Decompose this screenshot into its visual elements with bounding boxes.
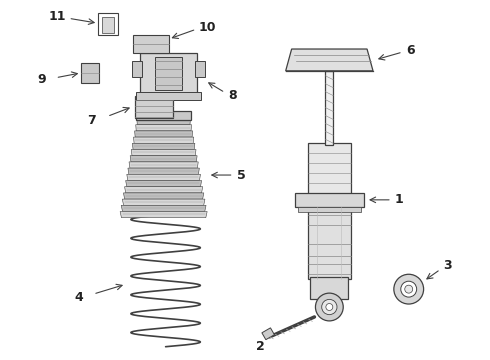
Ellipse shape bbox=[326, 303, 333, 310]
Bar bbox=[132, 61, 142, 77]
Polygon shape bbox=[131, 149, 196, 156]
Text: 1: 1 bbox=[395, 193, 404, 206]
FancyBboxPatch shape bbox=[98, 13, 118, 35]
Bar bbox=[135, 96, 172, 118]
Text: 9: 9 bbox=[37, 73, 46, 86]
Bar bbox=[297, 207, 361, 212]
Polygon shape bbox=[135, 131, 193, 137]
Polygon shape bbox=[127, 174, 200, 180]
Polygon shape bbox=[125, 180, 201, 187]
Polygon shape bbox=[124, 187, 203, 193]
Text: 2: 2 bbox=[255, 340, 264, 353]
Polygon shape bbox=[122, 199, 205, 205]
Ellipse shape bbox=[322, 300, 337, 315]
Polygon shape bbox=[137, 118, 191, 125]
Ellipse shape bbox=[401, 281, 416, 297]
Polygon shape bbox=[129, 162, 198, 168]
Text: 4: 4 bbox=[75, 291, 84, 303]
Bar bbox=[308, 207, 351, 279]
Text: 7: 7 bbox=[87, 114, 96, 127]
Polygon shape bbox=[130, 156, 197, 162]
Polygon shape bbox=[120, 212, 207, 218]
Ellipse shape bbox=[405, 285, 413, 293]
Polygon shape bbox=[123, 193, 204, 199]
Bar bbox=[308, 143, 351, 195]
Bar bbox=[262, 328, 274, 340]
Text: 5: 5 bbox=[237, 168, 245, 181]
Polygon shape bbox=[128, 168, 199, 174]
Polygon shape bbox=[132, 143, 195, 149]
Polygon shape bbox=[136, 125, 192, 131]
Text: 8: 8 bbox=[228, 89, 237, 102]
Bar bbox=[311, 277, 348, 299]
Bar bbox=[102, 17, 114, 33]
Text: 11: 11 bbox=[49, 10, 66, 23]
Bar bbox=[133, 35, 169, 53]
Polygon shape bbox=[133, 137, 194, 143]
Bar bbox=[136, 111, 192, 121]
Bar bbox=[325, 71, 333, 145]
Text: 3: 3 bbox=[443, 259, 452, 272]
Polygon shape bbox=[286, 49, 373, 71]
Bar bbox=[81, 63, 99, 83]
Bar bbox=[294, 193, 364, 207]
Bar bbox=[155, 57, 182, 90]
Text: 10: 10 bbox=[198, 21, 216, 34]
Text: 6: 6 bbox=[406, 44, 415, 57]
Bar bbox=[136, 92, 201, 100]
Bar bbox=[140, 53, 197, 94]
Bar bbox=[196, 61, 205, 77]
Ellipse shape bbox=[394, 274, 424, 304]
Ellipse shape bbox=[316, 293, 343, 321]
Polygon shape bbox=[121, 205, 206, 212]
